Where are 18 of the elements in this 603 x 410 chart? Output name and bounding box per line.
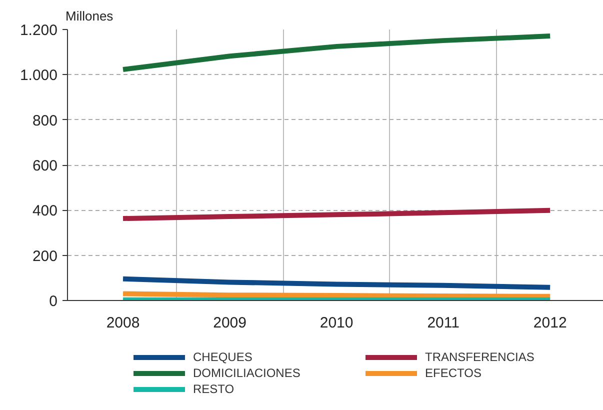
x-tick-label: 2009 (213, 314, 246, 332)
y-tick-label: 400 (32, 202, 58, 220)
x-tick-label: 2008 (106, 314, 140, 332)
y-tick-label: 200 (32, 248, 58, 265)
y-tick-label: 800 (32, 112, 58, 130)
legend-label: EFECTOS (425, 366, 482, 380)
y-axis-title: Millones (66, 8, 114, 24)
y-tick-label: 0 (49, 293, 58, 310)
legend-label: DOMICILIACIONES (193, 366, 302, 380)
y-tick-label: 600 (32, 158, 58, 174)
y-tick-label: 1.200 (20, 22, 58, 39)
x-tick-label: 2011 (427, 314, 460, 332)
legend-label: RESTO (193, 382, 236, 396)
x-tick-label: 2010 (320, 314, 354, 332)
y-tick-label: 1.000 (20, 67, 58, 84)
legend-label: CHEQUES (193, 350, 254, 364)
x-tick-label: 2012 (533, 314, 567, 332)
legend-label: TRANSFERENCIAS (425, 350, 536, 364)
